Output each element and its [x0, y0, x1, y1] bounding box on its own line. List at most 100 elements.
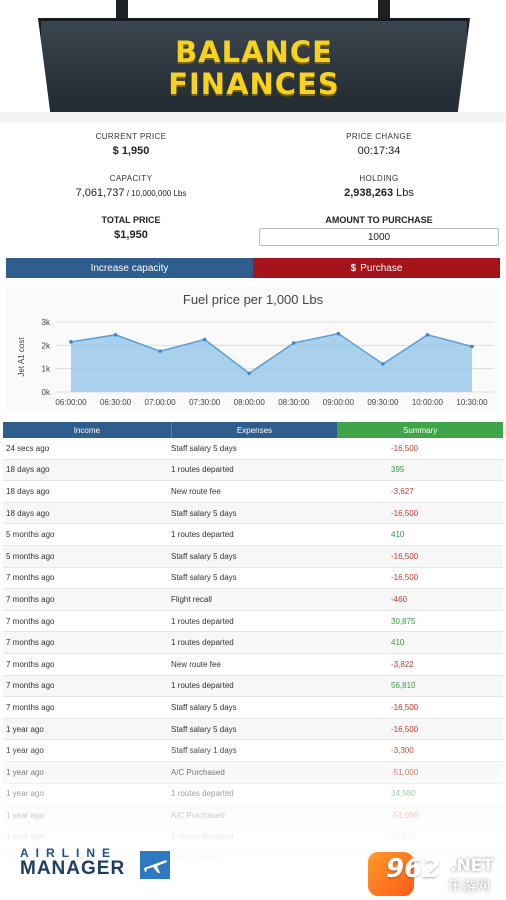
row-amount: -3,627: [391, 486, 414, 496]
title-sign: BALANCE FINANCES: [0, 0, 506, 120]
data-point: [291, 341, 296, 345]
x-tick-label: 07:00:00: [145, 398, 177, 407]
row-amount: -16,500: [391, 508, 419, 518]
row-amount: -16,500: [391, 724, 419, 734]
capacity: CAPACITY 7,061,737 / 10,000,000 Lbs: [6, 174, 256, 199]
data-point: [202, 337, 207, 342]
amount-input[interactable]: [259, 228, 499, 246]
increase-capacity-button[interactable]: Increase capacity: [6, 258, 253, 278]
tab-income[interactable]: Income: [3, 422, 171, 438]
capacity-max: / 10,000,000 Lbs: [124, 189, 187, 198]
x-tick-label: 06:30:00: [100, 398, 132, 407]
table-row: 1 year ago Staff salary 5 days -16,500: [3, 718, 503, 741]
table-row: 18 days ago Staff salary 5 days -16,500: [3, 502, 503, 525]
x-tick-label: 10:00:00: [412, 398, 444, 407]
logo-line1: AIRLINE: [20, 846, 117, 860]
row-description: New route fee: [171, 659, 221, 669]
y-axis-label: Jet A1 cost: [17, 337, 26, 377]
row-time: 5 months ago: [6, 551, 55, 561]
y-tick-label: 2k: [42, 341, 51, 350]
sign-board: BALANCE FINANCES: [38, 18, 470, 118]
amount-to-purchase: AMOUNT TO PURCHASE: [254, 215, 504, 225]
table-row: 18 days ago 1 routes departed 395: [3, 459, 503, 482]
finance-tabs: Income Expenses Summary: [3, 422, 503, 438]
x-tick-label: 10:30:00: [456, 398, 488, 407]
data-point: [336, 331, 341, 336]
table-row: 7 months ago 1 routes departed 410: [3, 632, 503, 654]
table-row: 18 days ago New route fee -3,627: [3, 481, 503, 503]
row-time: 18 days ago: [6, 508, 50, 518]
total-price-label: TOTAL PRICE: [101, 215, 161, 225]
table-row: 7 months ago New route fee -3,822: [3, 654, 503, 676]
row-description: Staff salary 5 days: [171, 702, 237, 712]
chart-title: Fuel price per 1,000 Lbs: [182, 292, 324, 307]
row-time: 18 days ago: [6, 465, 50, 475]
logo-line2: MANAGER: [20, 858, 126, 879]
row-amount: -460: [391, 594, 408, 604]
fuel-price-chart: Fuel price per 1,000 Lbs 3k 2k 1k 0k Jet A1 …: [6, 286, 500, 412]
watermark-net: .NET: [450, 856, 494, 876]
x-tick-label: 09:00:00: [323, 398, 355, 407]
dollar-icon: $: [350, 262, 357, 274]
row-description: Staff salary 5 days: [171, 443, 237, 453]
chart-canvas: 3k 2k 1k 0k Jet A1 cost 06:00:00 06:30:00 07:00…: [17, 318, 494, 407]
holding-label: HOLDING: [359, 174, 399, 183]
price-change-value: 00:17:34: [357, 145, 401, 157]
row-description: Staff salary 5 days: [171, 508, 237, 518]
table-row: 5 months ago Staff salary 5 days -16,500: [3, 545, 503, 568]
price-change: PRICE CHANGE 00:17:34: [254, 132, 504, 157]
capacity-value: 7,061,737: [75, 187, 125, 199]
row-amount: -16,500: [391, 551, 419, 561]
data-point: [113, 333, 118, 337]
watermark: 962 .NET 乐游网: [368, 852, 500, 896]
header-divider: [0, 112, 506, 122]
x-tick-label: 06:00:00: [55, 398, 87, 407]
table-row: 5 months ago 1 routes departed 410: [3, 524, 503, 546]
increase-capacity-label: Increase capacity: [90, 262, 169, 274]
amount-label: AMOUNT TO PURCHASE: [325, 215, 433, 225]
watermark-chinese: 乐游网: [448, 878, 490, 894]
row-description: Staff salary 5 days: [171, 573, 237, 583]
current-price-value: $ 1,950: [112, 145, 150, 157]
table-row: 7 months ago Staff salary 5 days -16,500: [3, 697, 503, 719]
holding-value: 2,938,263: [344, 187, 394, 199]
tab-summary[interactable]: Summary: [337, 422, 503, 438]
row-time: 7 months ago: [6, 702, 55, 712]
row-amount: 30,875: [391, 616, 416, 626]
row-description: New route fee: [171, 486, 221, 496]
row-amount: -16,500: [391, 443, 419, 453]
purchase-button[interactable]: $ Purchase: [253, 258, 500, 278]
data-point: [247, 371, 252, 376]
row-amount: 395: [391, 465, 405, 475]
price-change-label: PRICE CHANGE: [346, 132, 412, 141]
row-time: 7 months ago: [6, 681, 55, 691]
series-line: [70, 332, 473, 375]
airline-manager-logo: AIRLINE MANAGER: [20, 846, 125, 880]
table-row: 7 months ago Staff salary 5 days -16,500: [3, 568, 503, 590]
current-price: CURRENT PRICE $ 1,950: [6, 132, 256, 157]
row-description: 1 routes departed: [171, 530, 234, 540]
tab-expenses[interactable]: Expenses: [170, 422, 338, 438]
x-tick-label: 07:30:00: [189, 398, 221, 407]
row-amount: 410: [391, 638, 405, 648]
row-description: Staff salary 5 days: [171, 551, 237, 561]
y-tick-label: 1k: [42, 365, 51, 374]
row-description: 1 routes departed: [171, 681, 234, 691]
row-description: Flight recall: [171, 594, 212, 604]
plane-icon: [140, 851, 170, 879]
row-amount: -3,822: [391, 659, 414, 669]
row-amount: -16,500: [391, 702, 419, 712]
capacity-label: CAPACITY: [109, 174, 153, 183]
row-time: 24 secs ago: [6, 443, 50, 453]
x-tick-label: 09:30:00: [367, 398, 399, 407]
data-point: [69, 340, 73, 344]
y-tick-label: 0k: [42, 388, 51, 397]
table-row: 7 months ago Flight recall -460: [3, 589, 503, 611]
row-description: 1 routes departed: [171, 638, 234, 648]
watermark-number: 962: [386, 854, 441, 884]
x-tick-label: 08:00:00: [234, 398, 266, 407]
row-time: 7 months ago: [6, 638, 55, 648]
row-time: 1 year ago: [6, 724, 44, 734]
data-point: [381, 362, 385, 366]
holding-unit: Lbs: [393, 187, 414, 199]
